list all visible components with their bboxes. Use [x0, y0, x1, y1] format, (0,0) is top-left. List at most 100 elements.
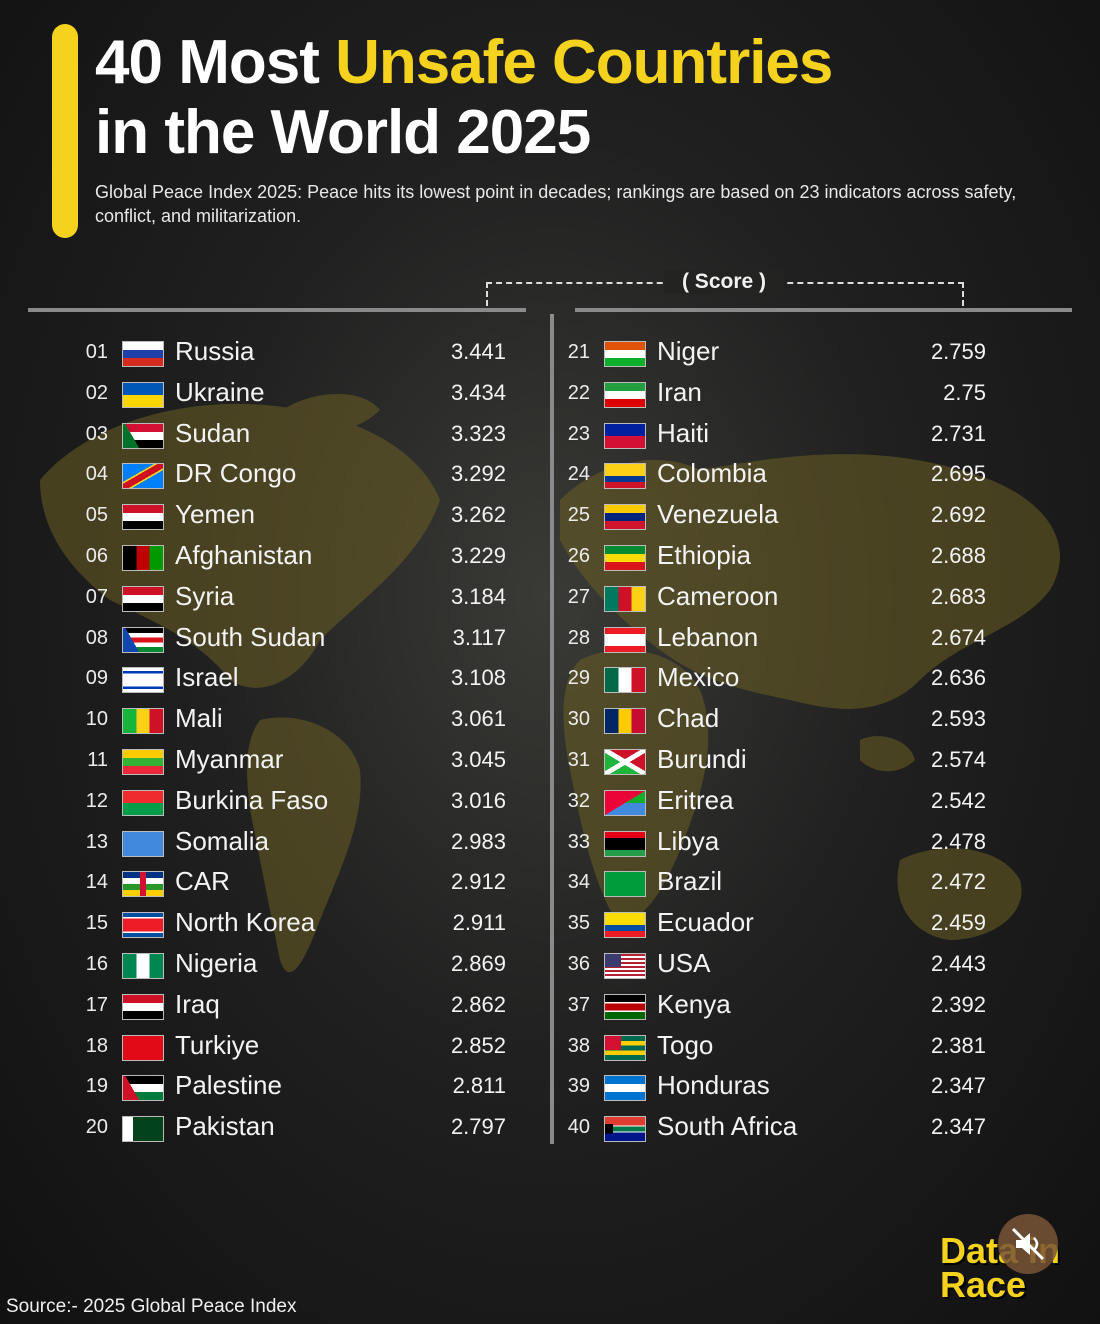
- afghanistan-flag-icon: [122, 544, 164, 571]
- table-row: 32 Eritrea 2.542: [560, 782, 986, 823]
- rank-number: 15: [85, 912, 108, 935]
- ukraine-flag-icon: [122, 381, 164, 408]
- rank-number: 25: [567, 504, 590, 527]
- country-name-south-africa: South Africa: [657, 1111, 798, 1142]
- lebanon-flag-icon: [604, 626, 646, 653]
- turkiye-flag-icon: [122, 1034, 164, 1061]
- score-value: 3.108: [450, 665, 506, 691]
- rank-number: 17: [85, 993, 108, 1016]
- rank-number: 10: [85, 708, 108, 731]
- score-value: 2.692: [930, 502, 986, 528]
- rank-number: 05: [85, 504, 108, 527]
- country-name-dr-congo: DR Congo: [175, 458, 297, 489]
- score-label: ( Score ): [664, 270, 784, 294]
- north-korea-flag-icon: [122, 912, 164, 939]
- rank-number: 19: [85, 1075, 108, 1098]
- rank-number: 40: [567, 1116, 590, 1139]
- dr-congo-flag-icon: [122, 463, 164, 490]
- score-value: 2.862: [450, 991, 506, 1017]
- score-value: 2.759: [930, 339, 986, 364]
- table-row: 38 Togo 2.381: [560, 1027, 986, 1068]
- title-accent-bar: [52, 24, 78, 238]
- score-value: 3.441: [450, 339, 506, 364]
- score-value: 2.683: [930, 583, 986, 609]
- table-row: 37 Kenya 2.392: [560, 986, 986, 1027]
- car-flag-icon: [122, 871, 164, 898]
- table-row: 08 South Sudan 3.117: [78, 619, 506, 660]
- rank-number: 04: [85, 463, 108, 486]
- rank-number: 18: [85, 1034, 108, 1057]
- score-value: 2.869: [450, 950, 506, 976]
- score-value: 3.229: [450, 542, 506, 568]
- kenya-flag-icon: [604, 993, 646, 1020]
- rank-number: 08: [85, 626, 108, 649]
- country-name-niger: Niger: [657, 336, 720, 366]
- table-row: 20 Pakistan 2.797: [78, 1108, 506, 1149]
- score-value: 2.688: [930, 542, 986, 568]
- country-name-car: CAR: [175, 866, 230, 897]
- rank-number: 35: [567, 912, 590, 935]
- score-value: 2.381: [930, 1032, 986, 1058]
- pakistan-flag-icon: [122, 1116, 164, 1143]
- country-name-mali: Mali: [175, 703, 223, 734]
- country-name-iran: Iran: [657, 376, 702, 407]
- table-row: 26 Ethiopia 2.688: [560, 537, 986, 578]
- country-name-iraq: Iraq: [175, 988, 220, 1019]
- country-name-togo: Togo: [657, 1029, 714, 1060]
- table-row: 28 Lebanon 2.674: [560, 619, 986, 660]
- score-value: 3.434: [450, 379, 506, 405]
- score-value: 2.636: [930, 665, 986, 691]
- right-divider: [575, 308, 1072, 312]
- country-name-israel: Israel: [175, 662, 239, 693]
- ethiopia-flag-icon: [604, 544, 646, 571]
- score-value: 2.911: [452, 910, 506, 936]
- eritrea-flag-icon: [604, 789, 646, 816]
- rank-number: 32: [567, 789, 590, 812]
- ecuador-flag-icon: [604, 912, 646, 939]
- table-row: 14 CAR 2.912: [78, 863, 506, 904]
- table-row: 02 Ukraine 3.434: [78, 374, 506, 415]
- rank-number: 12: [85, 789, 108, 812]
- rank-number: 26: [567, 544, 590, 567]
- title-line1-pre: 40 Most: [95, 28, 336, 97]
- table-row: 01 Russia 3.441: [78, 333, 506, 374]
- country-name-palestine: Palestine: [175, 1070, 282, 1101]
- table-row: 05 Yemen 3.262: [78, 496, 506, 537]
- source-note: Source:- 2025 Global Peace Index: [6, 1296, 297, 1317]
- score-value: 3.117: [452, 624, 506, 650]
- chad-flag-icon: [604, 708, 646, 735]
- score-value: 2.542: [930, 787, 986, 813]
- table-row: 39 Honduras 2.347: [560, 1067, 986, 1108]
- rank-number: 33: [567, 830, 590, 853]
- russia-flag-icon: [122, 341, 164, 367]
- libya-flag-icon: [604, 830, 646, 857]
- rank-number: 24: [567, 463, 590, 486]
- rank-number: 07: [85, 585, 108, 608]
- israel-flag-icon: [122, 667, 164, 694]
- table-row: 29 Mexico 2.636: [560, 659, 986, 700]
- mali-flag-icon: [122, 708, 164, 735]
- table-row: 23 Haiti 2.731: [560, 415, 986, 456]
- score-value: 2.912: [450, 869, 506, 895]
- score-value: 2.695: [930, 461, 986, 487]
- country-name-north-korea: North Korea: [175, 907, 316, 938]
- rank-number: 23: [567, 422, 590, 445]
- score-value: 3.184: [450, 583, 506, 609]
- mexico-flag-icon: [604, 667, 646, 694]
- ranking-column-right: 21 Niger 2.759 22 Iran 2.75 23 Haiti 2.731 24 Colo…: [560, 333, 986, 1149]
- table-row: 17 Iraq 2.862: [78, 986, 506, 1027]
- country-name-syria: Syria: [175, 580, 235, 611]
- country-name-ukraine: Ukraine: [175, 376, 265, 407]
- iran-flag-icon: [604, 381, 646, 408]
- rank-number: 16: [85, 952, 108, 975]
- somalia-flag-icon: [122, 830, 164, 857]
- score-value: 2.674: [930, 624, 986, 650]
- table-row: 31 Burundi 2.574: [560, 741, 986, 782]
- rank-number: 30: [567, 708, 590, 731]
- title-line1-highlight: Unsafe Countries: [335, 28, 833, 97]
- table-row: 33 Libya 2.478: [560, 823, 986, 864]
- rank-number: 31: [567, 748, 590, 771]
- rank-number: 29: [567, 667, 590, 690]
- mute-button[interactable]: [998, 1214, 1058, 1274]
- palestine-flag-icon: [122, 1075, 164, 1102]
